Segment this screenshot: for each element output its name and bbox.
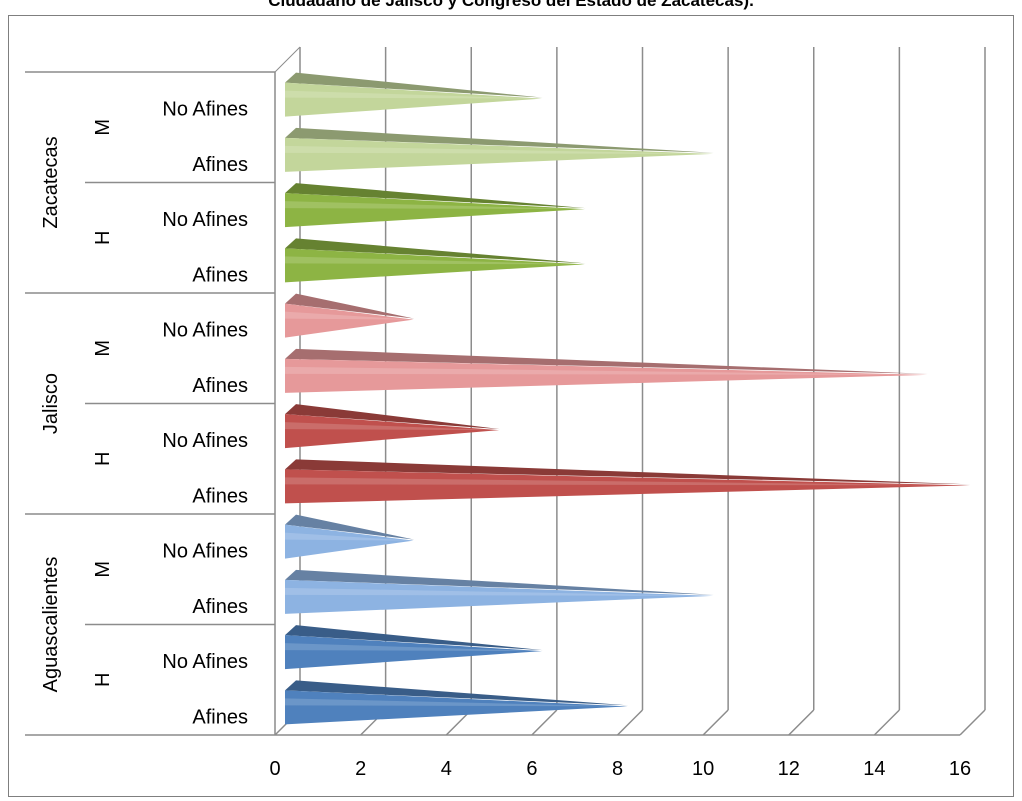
- x-tick-label: 6: [526, 758, 537, 780]
- cone-highlight: [285, 201, 583, 210]
- cone-bar: [285, 137, 714, 172]
- cone-bar: [285, 635, 542, 670]
- cone-highlight: [285, 643, 540, 652]
- cone-top-face: [285, 238, 586, 264]
- cone-highlight: [285, 366, 926, 375]
- cone-top-face: [285, 348, 929, 374]
- bar-label: No Afines: [162, 209, 248, 231]
- cone-top-face: [285, 625, 543, 651]
- cone-bar: [285, 524, 414, 559]
- subgroup-label: H: [92, 673, 114, 687]
- cone-highlight: [285, 698, 626, 707]
- cone-top-face: [285, 569, 715, 595]
- cone-top-face: [285, 514, 415, 540]
- cone-bar: [285, 414, 500, 449]
- group-label: Jalisco: [40, 373, 62, 434]
- cone-highlight: [285, 311, 412, 320]
- floor-gridline: [788, 709, 815, 736]
- cone-highlight: [285, 532, 412, 541]
- cone-top-face: [285, 127, 715, 153]
- bar-label: No Afines: [162, 320, 248, 342]
- cone-top-face: [285, 183, 586, 209]
- cone-top-face: [285, 72, 543, 98]
- bar-label: Afines: [192, 706, 248, 728]
- x-tick-label: 2: [355, 758, 366, 780]
- cone-bar: [285, 248, 585, 283]
- cone-bar: [285, 358, 928, 393]
- cone-bar: [285, 469, 970, 504]
- cone-bar: [285, 303, 414, 338]
- chart-title: Ciudadano de Jalisco y Congreso del Esta…: [268, 0, 754, 10]
- bar-label: Afines: [192, 264, 248, 286]
- cone-bar: [285, 579, 714, 614]
- cone-highlight: [285, 587, 712, 596]
- bar-label: No Afines: [162, 99, 248, 121]
- bar-label: No Afines: [162, 541, 248, 563]
- x-tick-label: 12: [778, 758, 800, 780]
- cone-top-face: [285, 459, 971, 485]
- x-tick-label: 16: [949, 758, 971, 780]
- cone-highlight: [285, 256, 583, 265]
- floor-gridline: [531, 709, 558, 736]
- floor-gridline: [616, 709, 644, 736]
- group-label: Zacatecas: [40, 136, 62, 228]
- floor-gridline: [702, 709, 729, 736]
- bar-label: Afines: [192, 485, 248, 507]
- bar-label: Afines: [192, 596, 248, 618]
- cone-top-face: [285, 404, 501, 430]
- group-label: Aguascalientes: [40, 557, 62, 693]
- chart-frame: [8, 15, 1014, 797]
- cone-bar: [285, 193, 585, 228]
- x-tick-label: 0: [269, 758, 280, 780]
- bar-label: No Afines: [162, 651, 248, 673]
- cone-top-face: [285, 680, 629, 706]
- bar-label: Afines: [192, 375, 248, 397]
- cone-bar: [285, 82, 542, 117]
- bar-label: Afines: [192, 154, 248, 176]
- subgroup-label: M: [92, 119, 114, 136]
- x-tick-label: 8: [612, 758, 623, 780]
- subgroup-label: H: [92, 452, 114, 466]
- subgroup-label: M: [92, 340, 114, 357]
- x-tick-label: 10: [692, 758, 714, 780]
- subgroup-label: M: [92, 561, 114, 578]
- subgroup-label: H: [92, 231, 114, 245]
- floor-gridline: [959, 709, 986, 736]
- x-tick-label: 14: [863, 758, 885, 780]
- cone-top-face: [285, 293, 415, 319]
- cone-highlight: [285, 145, 712, 154]
- bar-label: No Afines: [162, 430, 248, 452]
- cone-highlight: [285, 477, 968, 486]
- floor-gridline: [873, 709, 900, 736]
- cone-bar: [285, 690, 628, 725]
- wall-edge-top: [274, 46, 301, 73]
- cone-highlight: [285, 90, 540, 99]
- cone-highlight: [285, 422, 498, 431]
- x-tick-label: 4: [441, 758, 452, 780]
